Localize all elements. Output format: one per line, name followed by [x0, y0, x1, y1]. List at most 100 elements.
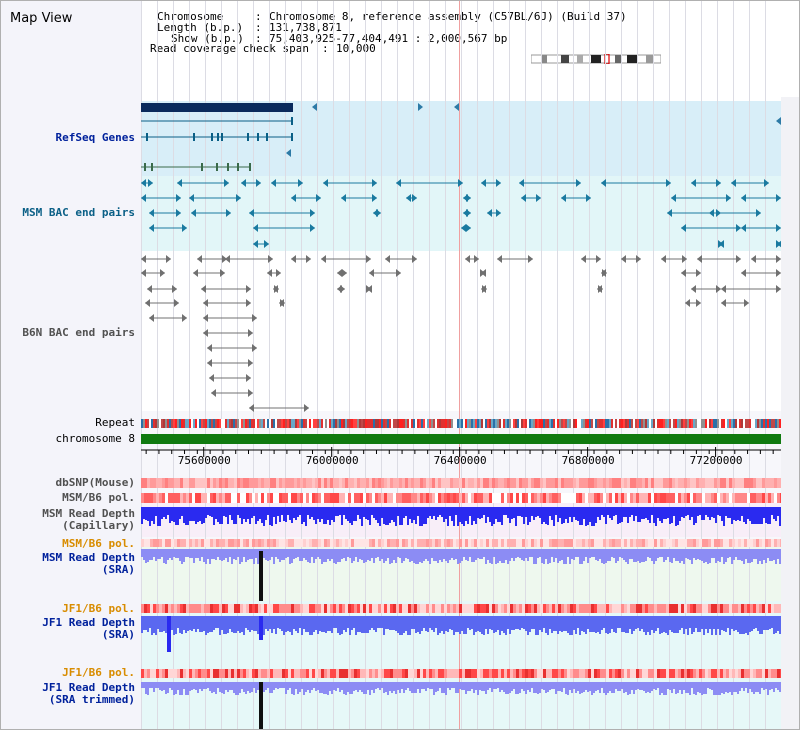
snp-cell: [153, 478, 156, 488]
pol-cell: [540, 539, 543, 547]
depth-bar: [677, 682, 679, 693]
repeat-element: [175, 419, 177, 428]
depth-bar: [551, 616, 553, 633]
depth-bar: [769, 616, 771, 629]
pol-cell: [546, 669, 549, 678]
depth-bar: [487, 616, 489, 634]
pol-cell: [234, 669, 237, 678]
pol-cell: [516, 539, 519, 547]
pol-cell: [360, 493, 363, 503]
depth-bar: [639, 682, 641, 690]
depth-bar: [233, 682, 235, 693]
pol-cell: [768, 539, 771, 547]
chromosome-ideogram[interactable]: [531, 54, 661, 64]
depth-bar: [229, 616, 231, 629]
repeat-element: [367, 419, 369, 428]
pol-cell: [666, 539, 669, 547]
depth-bar: [163, 549, 165, 563]
depth-bar: [207, 549, 209, 559]
depth-bar: [387, 616, 389, 629]
depth-bar: [183, 682, 185, 689]
pol-cell: [312, 604, 315, 613]
snp-cell: [279, 478, 282, 488]
track-label-jf1_depth_trim: JF1 Read Depth (SRA trimmed): [1, 682, 135, 706]
repeat-element: [709, 419, 711, 428]
depth-bar: [267, 616, 269, 631]
repeat-element: [159, 419, 161, 428]
depth-bar: [209, 549, 211, 564]
snp-cell: [516, 478, 519, 488]
depth-bar: [577, 616, 579, 628]
pol-cell: [204, 669, 207, 678]
repeat-element: [689, 419, 691, 428]
pol-cell: [567, 604, 570, 613]
snp-cell: [402, 478, 405, 488]
depth-bar: [299, 507, 301, 515]
snp-cell: [639, 478, 642, 488]
repeat-element: [715, 419, 717, 428]
repeat-element: [659, 419, 661, 428]
repeat-element: [271, 419, 273, 428]
strand-arrow: [291, 255, 296, 263]
track-label-refseq: RefSeq Genes: [1, 132, 135, 144]
strand-arrow: [312, 103, 317, 111]
length-label: Length (b.p.): [157, 21, 244, 34]
repeat-element: [297, 419, 299, 428]
pol-cell: [369, 539, 372, 547]
depth-bar: [729, 682, 731, 692]
repeat-element: [467, 419, 469, 428]
depth-bar: [679, 616, 681, 630]
pol-cell: [165, 669, 168, 678]
snp-cell: [459, 478, 462, 488]
depth-bar: [775, 616, 777, 633]
pol-cell: [372, 604, 375, 613]
depth-bar: [393, 682, 395, 691]
pol-cell: [573, 493, 576, 503]
pol-cell: [426, 669, 429, 678]
pol-cell: [486, 604, 489, 613]
depth-bar: [579, 616, 581, 635]
depth-bar: [309, 549, 311, 563]
depth-bar: [657, 507, 659, 518]
snp-cell: [534, 478, 537, 488]
pol-cell: [372, 669, 375, 678]
depth-bar: [639, 549, 641, 563]
depth-bar: [729, 549, 731, 557]
genome-viewer[interactable]: [141, 1, 781, 730]
depth-bar: [409, 507, 411, 519]
pol-cell: [768, 604, 771, 613]
strand-arrow: [246, 299, 251, 307]
depth-bar: [687, 616, 689, 635]
pol-cell: [177, 539, 180, 547]
pol-cell: [525, 539, 528, 547]
depth-bar: [217, 682, 219, 688]
depth-bar: [305, 616, 307, 632]
pol-cell: [480, 604, 483, 613]
depth-bar: [319, 549, 321, 559]
depth-bar: [621, 507, 623, 522]
repeat-element: [381, 419, 383, 428]
depth-bar: [761, 682, 763, 688]
depth-bar: [575, 682, 577, 693]
pol-cell: [549, 604, 552, 613]
pol-cell: [771, 493, 774, 503]
depth-bar: [657, 682, 659, 688]
repeat-element: [437, 419, 439, 428]
depth-bar: [479, 682, 481, 690]
depth-bar: [431, 507, 433, 519]
pol-cell: [294, 604, 297, 613]
pol-cell: [549, 539, 552, 547]
depth-bar: [143, 549, 145, 560]
depth-bar: [445, 616, 447, 631]
pol-cell: [324, 604, 327, 613]
pol-cell: [705, 493, 708, 503]
depth-bar: [433, 616, 435, 632]
depth-bar: [637, 682, 639, 689]
repeat-element: [435, 419, 437, 428]
depth-bar: [229, 682, 231, 690]
pol-cell: [534, 493, 537, 503]
pol-cell: [744, 669, 747, 678]
depth-bar: [653, 549, 655, 564]
pol-cell: [657, 669, 660, 678]
pol-cell: [489, 539, 492, 547]
